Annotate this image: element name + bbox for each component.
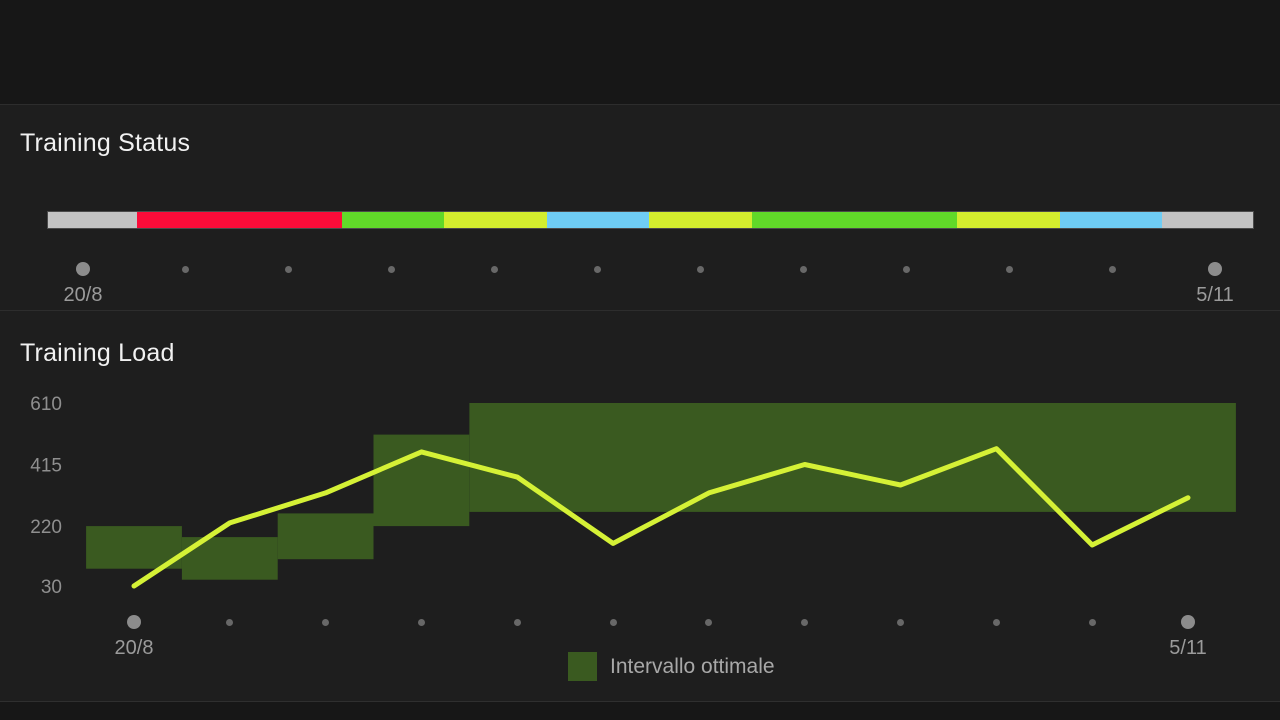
training-load-timeline-dots — [127, 615, 1195, 629]
top-spacer — [0, 0, 1280, 104]
training-load-chart[interactable]: 610 415 220 30 — [0, 311, 1280, 611]
status-segment-gray — [48, 212, 137, 228]
timeline-dot — [179, 262, 193, 276]
timeline-dot — [510, 615, 524, 629]
y-axis-tick: 415 — [30, 456, 62, 477]
status-segment-green — [752, 212, 958, 228]
load-timeline-end-date: 5/11 — [1169, 637, 1207, 659]
timeline-dot — [693, 262, 707, 276]
timeline-dot — [1002, 262, 1016, 276]
y-axis-tick: 220 — [30, 517, 62, 538]
optimal-range-band — [373, 434, 470, 527]
status-segment-lime — [957, 212, 1060, 228]
y-axis-tick: 30 — [41, 577, 62, 598]
timeline-dot — [223, 615, 237, 629]
timeline-dot — [76, 262, 90, 276]
training-load-section: Training Load 610 415 220 30 20/8 5/11 Inte… — [0, 310, 1280, 702]
optimal-range-band — [277, 513, 374, 560]
training-status-section: Training Status 20/8 5/11 — [0, 104, 1280, 310]
timeline-dot — [796, 262, 810, 276]
training-load-title: Training Load — [20, 339, 175, 367]
timeline-dot — [1207, 262, 1222, 276]
timeline-dot — [702, 615, 716, 629]
optimal-range-legend-label: Intervallo ottimale — [610, 654, 775, 678]
training-status-bar[interactable] — [47, 211, 1254, 229]
status-segment-blue — [546, 212, 650, 228]
status-segment-green — [341, 212, 445, 228]
training-status-timeline-dots — [76, 262, 1222, 276]
optimal-range-legend: Intervallo ottimale — [568, 652, 775, 681]
timeline-dot — [1085, 615, 1099, 629]
timeline-dot — [1180, 615, 1195, 629]
status-timeline-end-date: 5/11 — [1196, 284, 1234, 306]
status-timeline-start-date: 20/8 — [63, 284, 103, 306]
timeline-dot — [414, 615, 428, 629]
timeline-dot — [319, 615, 333, 629]
training-load-line — [131, 446, 1191, 589]
timeline-dot — [798, 615, 812, 629]
optimal-range-band — [469, 403, 1236, 512]
timeline-dot — [488, 262, 502, 276]
timeline-dot — [127, 615, 141, 629]
status-segment-red — [136, 212, 342, 228]
timeline-dot — [606, 615, 620, 629]
status-segment-gray — [1162, 212, 1253, 228]
status-segment-lime — [444, 212, 547, 228]
timeline-dot — [591, 262, 605, 276]
timeline-dot — [989, 615, 1003, 629]
bottom-spacer — [0, 703, 1280, 720]
load-timeline-start-date: 20/8 — [114, 637, 154, 659]
timeline-dot — [894, 615, 908, 629]
status-segment-lime — [649, 212, 752, 228]
timeline-dot — [282, 262, 296, 276]
optimal-range-swatch-icon — [568, 652, 597, 681]
timeline-dot — [1105, 262, 1119, 276]
status-segment-blue — [1059, 212, 1163, 228]
y-axis-tick: 610 — [30, 394, 62, 415]
timeline-dot — [899, 262, 913, 276]
optimal-range-band — [86, 526, 182, 569]
training-status-title: Training Status — [20, 129, 191, 157]
timeline-dot — [385, 262, 399, 276]
